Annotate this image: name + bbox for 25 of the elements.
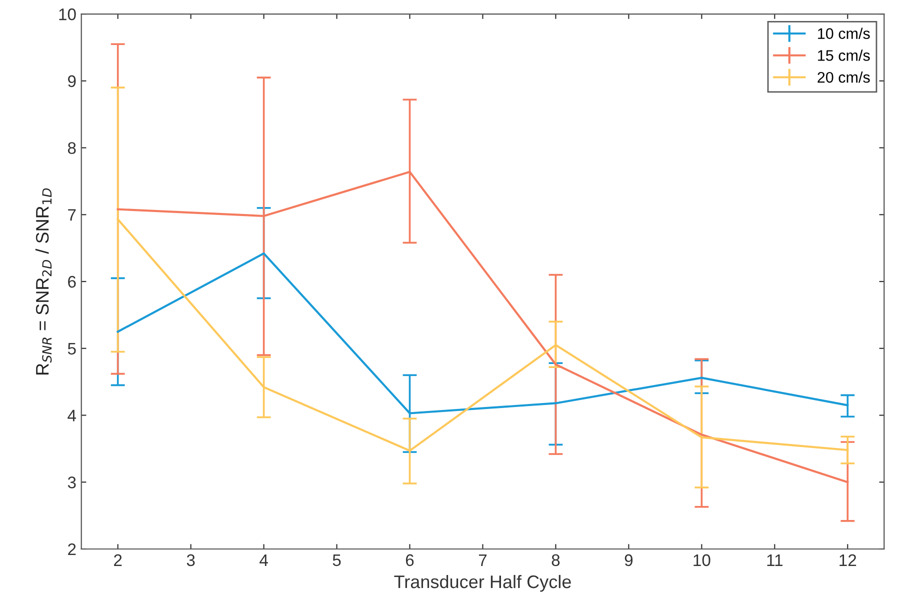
- y-tick-label: 4: [68, 410, 76, 422]
- legend-label: 10 cm/s: [818, 28, 870, 39]
- x-tick-label: 10: [694, 554, 710, 566]
- y-tick-label: 6: [68, 276, 76, 288]
- y-tick-label: 3: [68, 476, 76, 488]
- legend-label: 15 cm/s: [818, 50, 870, 61]
- x-axis-title: Transducer Half Cycle: [394, 574, 571, 592]
- y-tick-label: 7: [68, 209, 76, 221]
- x-tick-label: 4: [260, 554, 268, 566]
- y-axis-title: R$_{SNR}$ = SNR$_{2D}$ / SNR$_{1D}$: [35, 188, 52, 374]
- x-tick-label: 6: [406, 554, 414, 566]
- legend-label: 20 cm/s: [818, 72, 870, 83]
- x-tick-label: 3: [186, 554, 195, 566]
- x-tick-label: 11: [767, 554, 782, 566]
- x-tick-label: 7: [478, 554, 487, 566]
- x-tick-label: 8: [552, 554, 560, 566]
- x-tick-label: 5: [332, 554, 341, 566]
- y-tick-label: 8: [68, 142, 76, 154]
- y-tick-label: 2: [68, 543, 76, 556]
- y-tick-label: 9: [68, 75, 76, 88]
- y-tick-label: 5: [68, 342, 76, 355]
- x-tick-label: 2: [114, 554, 122, 566]
- x-tick-label: 12: [840, 554, 856, 566]
- y-tick-label: 10: [59, 8, 76, 20]
- x-tick-label: 9: [624, 554, 633, 566]
